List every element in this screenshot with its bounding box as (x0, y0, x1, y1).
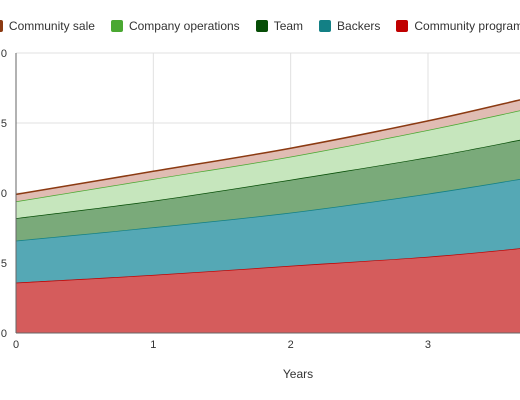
area-team (16, 139, 520, 241)
legend-item-community-programs[interactable]: Community programs (396, 19, 520, 33)
legend-item-team[interactable]: Team (255, 19, 304, 33)
legend-label: Backers (337, 19, 381, 33)
y-tick-label: 0 (1, 188, 7, 200)
chart-legend: Community sale Company operations Team Back… (0, 16, 520, 36)
legend-swatch (110, 20, 123, 32)
legend-swatch (0, 20, 3, 32)
legend-label: Community programs (414, 19, 520, 33)
area-backers (16, 179, 520, 283)
y-tick-label: 0 (1, 328, 7, 340)
line-community-sale (15, 99, 520, 196)
area-community-programs (16, 248, 520, 333)
x-tick-label: 0 (13, 339, 19, 351)
legend-label: Team (273, 19, 304, 33)
legend-swatch (255, 20, 268, 32)
y-tick-label: 5 (1, 258, 7, 270)
legend-label: Company operations (128, 19, 240, 33)
legend-item-community-sale[interactable]: Community sale (0, 19, 95, 33)
legend-label: Community sale (8, 19, 95, 33)
area-community-sale (16, 99, 520, 202)
legend-item-backers[interactable]: Backers (319, 19, 380, 33)
y-tick-label: 5 (1, 118, 7, 130)
legend-swatch (396, 20, 409, 32)
x-tick-label: 3 (425, 339, 431, 351)
x-axis-title: Years (283, 367, 313, 381)
x-tick-label: 1 (150, 339, 156, 351)
legend-swatch (319, 20, 332, 32)
legend-item-company-operations[interactable]: Company operations (110, 19, 240, 33)
y-tick-label: 0 (1, 48, 7, 60)
x-tick-label: 2 (288, 339, 294, 351)
